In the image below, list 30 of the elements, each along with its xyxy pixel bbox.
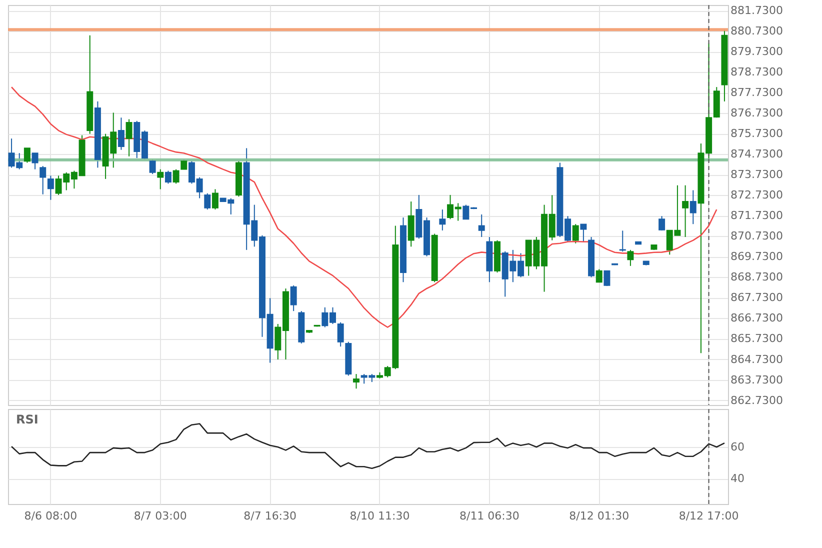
y-tick-label: 40	[730, 472, 744, 486]
chart-title: RSI	[16, 412, 38, 426]
y-tick-label: 863.7300	[730, 373, 783, 386]
y-tick-label: 873.7300	[730, 168, 783, 182]
y-tick-label: 874.7300	[730, 148, 783, 161]
x-tick-label: 8/6 08:00	[24, 510, 78, 522]
y-tick-label: 870.7300	[730, 230, 783, 243]
y-tick-label: 877.7300	[730, 86, 783, 100]
y-tick-label: 878.7300	[730, 66, 783, 79]
y-tick-label: 869.7300	[730, 250, 783, 264]
y-tick-label: 879.7300	[730, 45, 783, 58]
y-tick-label: 867.7300	[730, 291, 783, 304]
y-tick-label: 862.7300	[730, 394, 783, 407]
y-tick-label: 866.7300	[730, 312, 783, 325]
x-tick-label: 8/12 01:30	[569, 510, 630, 522]
y-tick-label: 865.7300	[730, 332, 783, 346]
y-tick-label: 871.7300	[730, 209, 783, 222]
x-tick-label: 8/7 03:00	[134, 510, 187, 522]
x-tick-label: 8/10 11:30	[350, 510, 410, 522]
x-tick-label: 8/11 06:30	[459, 510, 520, 522]
x-tick-label: 8/12 17:00	[678, 510, 739, 522]
y-tick-label: 868.7300	[730, 270, 783, 284]
y-tick-label: 875.7300	[730, 127, 783, 140]
y-tick-label: 864.7300	[730, 352, 783, 366]
y-tick-label: 880.7300	[730, 24, 783, 38]
y-tick-label: 872.7300	[730, 188, 783, 202]
y-tick-label: 881.7300	[730, 4, 783, 18]
y-tick-label: 60	[730, 440, 744, 454]
y-tick-label: 876.7300	[730, 106, 783, 120]
x-tick-label: 8/7 16:30	[244, 510, 297, 522]
